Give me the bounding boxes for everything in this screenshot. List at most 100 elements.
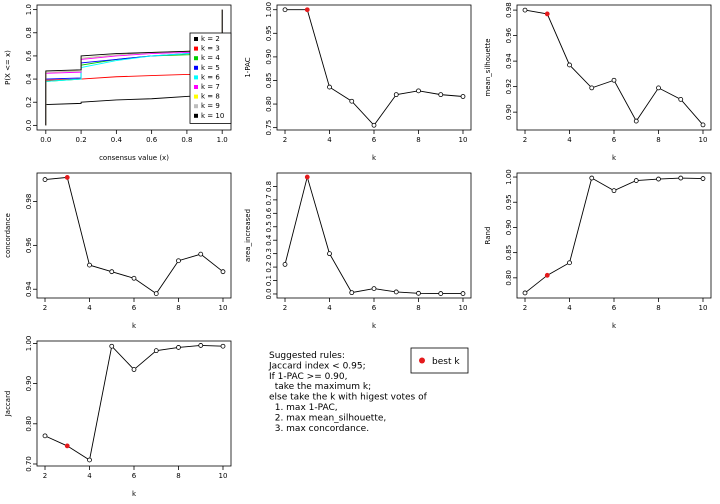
y-tick-label: 0.8 [265, 181, 273, 192]
x-tick-label: 4 [87, 472, 92, 480]
x-tick-label: 6 [132, 304, 137, 312]
point [327, 251, 332, 257]
y-tick-label: 0.98 [505, 2, 513, 18]
panel: 2 4 6 8 10 0.70 0.80 0.90 1.00 k Jaccard [4, 336, 232, 498]
point [153, 291, 159, 297]
point [633, 118, 639, 124]
y-tick-label: 0.5 [265, 221, 273, 232]
y-tick-label: 0.85 [505, 245, 513, 261]
point [416, 88, 421, 94]
point [416, 290, 421, 296]
y-axis-label: mean_silhouette [484, 38, 492, 96]
x-tick-label: 10 [219, 304, 228, 312]
x-tick-label: 10 [459, 304, 468, 312]
legend-swatch [194, 56, 198, 61]
point [282, 7, 288, 13]
y-tick-label: 0.8 [25, 27, 33, 38]
rule-line: take the maximum k; [269, 382, 371, 392]
y-tick-label: 0.90 [505, 220, 513, 236]
panel: 2 4 6 8 10 0.75 0.80 0.85 0.90 0.95 1.00 k 1-PAC [244, 2, 472, 162]
y-axis-label: concordance [4, 213, 12, 258]
legend-label: k = 5 [201, 64, 220, 72]
legend-swatch [194, 85, 198, 89]
x-tick-label: 0.2 [76, 136, 87, 144]
legend-swatch [194, 104, 198, 109]
legend-label: k = 7 [201, 83, 220, 91]
x-tick-label: 8 [656, 136, 660, 144]
y-tick-label: 1.0 [25, 4, 33, 15]
x-axis-label: k [132, 322, 137, 330]
rule-line: If 1-PAC >= 0.90, [269, 372, 348, 382]
legend-swatch [194, 46, 198, 51]
panel: 2 4 6 8 10 0.90 0.92 0.94 0.96 0.98 k mean_silhouet… [484, 2, 712, 162]
x-tick-label: 2 [43, 304, 47, 312]
point [656, 176, 661, 182]
x-tick-label: 10 [699, 304, 708, 312]
point [327, 84, 332, 90]
x-tick-label: 4 [327, 136, 332, 144]
y-tick-label: 0.94 [505, 53, 513, 69]
x-tick-label: 6 [612, 136, 617, 144]
point [282, 261, 288, 267]
point [349, 290, 355, 296]
point [522, 290, 528, 296]
y-tick-label: 1.00 [505, 169, 513, 185]
y-axis-label: 1-PAC [244, 57, 252, 77]
y-tick-label: 0.96 [25, 237, 33, 253]
y-tick-label: 1.00 [25, 336, 33, 352]
point [438, 291, 444, 296]
x-tick-label: 0.4 [111, 136, 123, 144]
point [438, 92, 444, 98]
x-axis-label: k [372, 154, 377, 162]
point [589, 175, 595, 181]
x-tick-label: 6 [372, 136, 377, 144]
y-axis-label: P(X <= x) [4, 50, 12, 85]
y-tick-label: 0.6 [25, 50, 33, 62]
x-tick-label: 6 [372, 304, 377, 312]
panel: 2 4 6 8 10 0.94 0.96 0.98 k concordance [4, 172, 232, 330]
point [131, 367, 137, 372]
rule-line: 2. max mean_silhouette, [269, 413, 386, 423]
y-tick-label: 0.90 [265, 49, 273, 65]
point [304, 174, 310, 180]
y-tick-label: 1.00 [265, 2, 273, 18]
x-tick-label: 2 [283, 304, 287, 312]
y-axis-label: area_increased [244, 209, 252, 262]
point [42, 433, 48, 439]
rule-line: else take the k with higest votes of [269, 393, 428, 403]
point [220, 269, 226, 275]
best-k-legend: best k [410, 347, 469, 374]
rule-line: Suggested rules: [269, 351, 345, 361]
x-tick-label: 10 [459, 136, 468, 144]
x-tick-label: 2 [283, 136, 287, 144]
point [589, 85, 595, 91]
y-tick-label: 0.80 [25, 416, 33, 432]
x-tick-label: 8 [416, 304, 420, 312]
x-tick-label: 8 [656, 304, 660, 312]
y-tick-label: 0.70 [25, 456, 33, 472]
point [109, 269, 115, 275]
x-tick-label: 4 [567, 136, 572, 144]
legend-label: k = 4 [201, 54, 220, 62]
x-tick-label: 2 [523, 304, 527, 312]
x-axis-label: k [372, 322, 377, 330]
x-tick-label: 0.0 [40, 136, 51, 144]
x-tick-label: 4 [87, 304, 92, 312]
y-tick-label: 0.96 [505, 27, 513, 43]
point [700, 176, 706, 181]
panel: 0.0 0.2 0.4 0.6 0.8 1.0 0.0 0.2 0.4 0.6 0.8 1.0 cons… [4, 4, 232, 162]
y-tick-label: 0.0 [25, 120, 33, 131]
rules: Suggested rules:Jaccard index < 0.95;If … [268, 351, 428, 434]
y-tick-label: 0.85 [265, 73, 273, 89]
x-tick-label: 8 [176, 304, 180, 312]
y-tick-label: 0.94 [25, 281, 33, 297]
y-tick-label: 0.75 [265, 120, 273, 136]
legend-swatch [194, 75, 198, 80]
point [678, 96, 684, 102]
x-axis-label: k [132, 490, 137, 498]
point [371, 122, 377, 128]
y-tick-label: 0.95 [505, 194, 513, 210]
panel: 2 4 6 8 10 0.80 0.85 0.90 0.95 1.00 k Rand [484, 169, 712, 330]
y-tick-label: 0.90 [505, 104, 513, 120]
point [176, 345, 181, 350]
